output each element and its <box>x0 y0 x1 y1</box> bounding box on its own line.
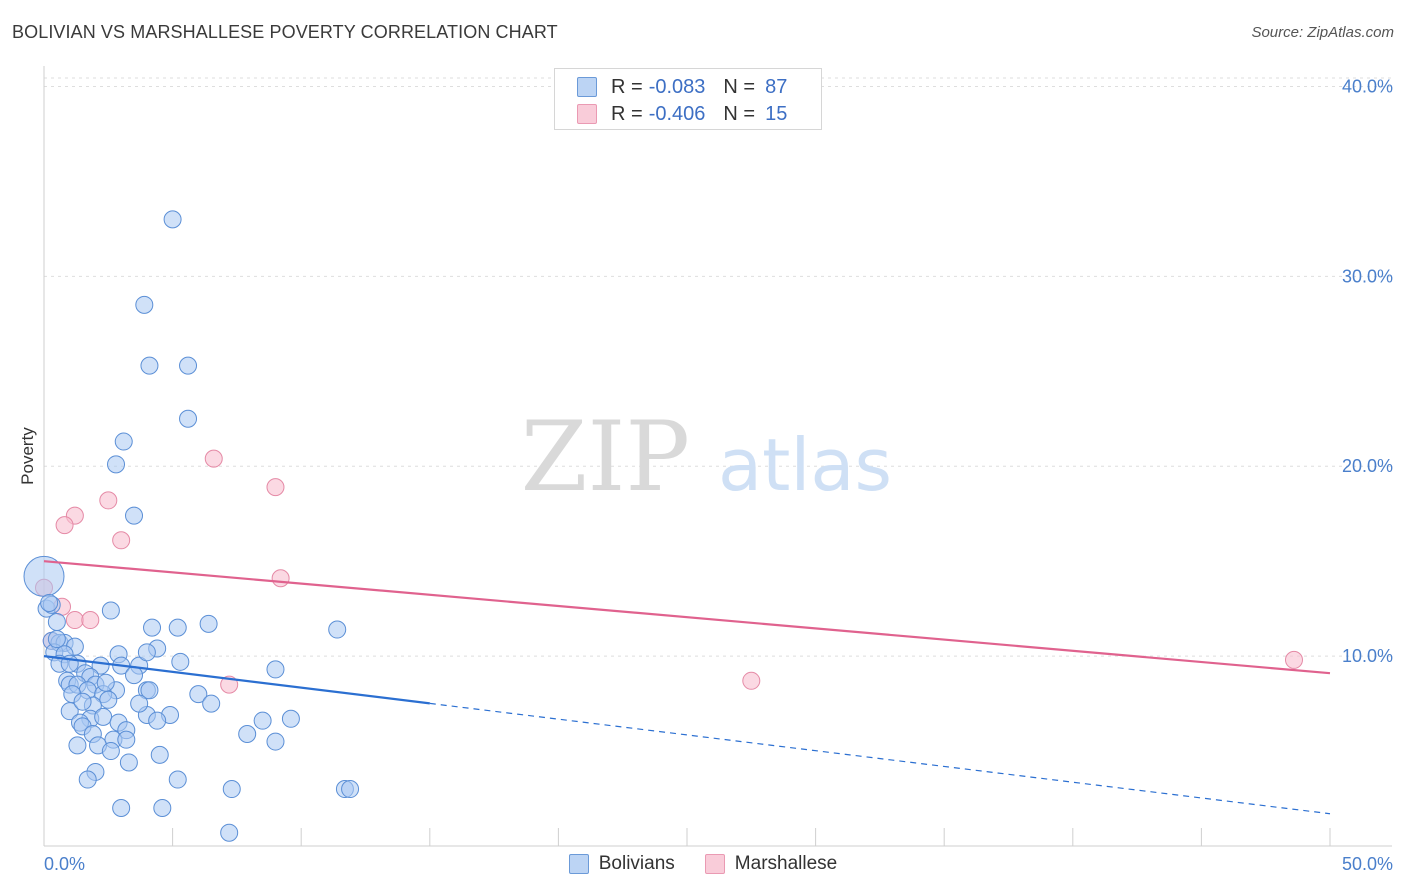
legend-n-label: N = <box>723 75 756 98</box>
bolivians-trend-line <box>43 655 430 705</box>
bolivian-point <box>253 711 272 730</box>
source-credit: Source: ZipAtlas.com <box>1251 24 1394 41</box>
bolivian-point <box>47 612 66 631</box>
bolivian-point <box>199 614 218 633</box>
marshallese-point <box>204 449 223 468</box>
bolivian-point <box>107 455 126 474</box>
correlation-legend: R = -0.083 N = 87 R = -0.406 N = 15 <box>554 68 822 130</box>
watermark-zip: ZIP <box>521 401 690 513</box>
legend-swatch-marshallese <box>577 104 597 124</box>
watermark: ZIP atlas <box>521 401 892 513</box>
bolivian-point <box>101 742 120 761</box>
y-tick-label: 20.0% <box>1342 456 1393 476</box>
marshallese-point <box>65 611 84 630</box>
watermark-atlas: atlas <box>718 423 892 507</box>
bolivian-points <box>23 210 360 842</box>
bolivian-point <box>60 702 79 721</box>
bolivian-point <box>168 770 187 789</box>
legend-n-label: N = <box>723 102 756 125</box>
marshallese-trend-line <box>43 560 1331 675</box>
bolivian-point <box>137 643 156 662</box>
bolivian-point <box>140 681 159 700</box>
y-tick-label: 30.0% <box>1342 266 1393 286</box>
y-axis-label: Poverty <box>18 427 37 485</box>
grid <box>44 77 1392 657</box>
legend-n-value: 15 <box>765 102 788 125</box>
marshallese-point <box>55 516 74 535</box>
bolivian-point <box>168 618 187 637</box>
marshallese-point <box>99 491 118 510</box>
bolivian-point <box>101 601 120 620</box>
bolivian-point <box>171 652 190 671</box>
bolivian-point <box>135 295 154 314</box>
bolivian-point <box>150 745 169 764</box>
bolivian-point <box>114 432 133 451</box>
marshallese-point <box>112 531 131 550</box>
bolivian-point <box>143 618 162 637</box>
bolivian-point <box>130 694 149 713</box>
bolivian-point <box>117 730 136 749</box>
bolivian-point <box>281 709 300 728</box>
bolivian-point <box>179 356 198 375</box>
bolivian-point <box>238 724 257 743</box>
bolivian-point <box>40 593 59 612</box>
marshallese-point <box>266 478 285 497</box>
legend-r-value: -0.406 <box>648 102 706 125</box>
bolivians-trend-extension <box>429 702 1331 815</box>
bolivian-point <box>119 753 138 772</box>
bolivian-point <box>153 799 172 818</box>
legend-r-label: R = <box>611 75 643 98</box>
bolivian-point <box>78 770 97 789</box>
legend-r-value: -0.083 <box>648 75 706 98</box>
y-tick-label: 10.0% <box>1342 646 1393 666</box>
chart-title: BOLIVIAN VS MARSHALLESE POVERTY CORRELAT… <box>12 22 558 42</box>
marshallese-label: Marshallese <box>734 853 838 874</box>
bolivian-point <box>99 690 118 709</box>
bolivian-point <box>73 692 92 711</box>
marshallese-point <box>271 569 290 588</box>
bolivian-point <box>94 707 113 726</box>
series-legend: Bolivians Marshallese <box>0 852 1406 876</box>
series-legend-marshallese[interactable]: Marshallese <box>704 852 838 876</box>
x-tick-label-min: 0.0% <box>44 854 85 874</box>
bolivian-point <box>202 694 221 713</box>
trend-lines <box>43 560 1331 815</box>
legend-row-bolivians: R = -0.083 N = 87 <box>577 75 787 99</box>
bolivian-point <box>328 620 347 639</box>
axes <box>43 66 1392 847</box>
bolivian-point <box>220 823 239 842</box>
marshallese-swatch <box>704 854 725 874</box>
marshallese-point <box>742 671 761 690</box>
bolivian-point <box>68 736 87 755</box>
series-legend-bolivians[interactable]: Bolivians <box>568 852 675 876</box>
legend-n-value: 87 <box>765 75 788 98</box>
bolivian-point <box>266 732 285 751</box>
bolivian-point <box>96 673 115 692</box>
bolivian-point <box>148 711 167 730</box>
bolivians-swatch <box>568 854 589 874</box>
bolivian-point <box>140 356 159 375</box>
legend-swatch-bolivians <box>577 77 597 97</box>
bolivian-point <box>163 210 182 229</box>
legend-row-marshallese: R = -0.406 N = 15 <box>577 102 787 126</box>
x-tick-label-max: 50.0% <box>1342 854 1393 874</box>
bolivian-point <box>47 630 66 649</box>
bolivian-point <box>179 409 198 428</box>
bolivian-point <box>222 780 241 799</box>
marshallese-point <box>81 611 100 630</box>
bolivian-point <box>125 666 144 685</box>
bolivian-point <box>341 780 360 799</box>
y-tick-label: 40.0% <box>1342 76 1393 96</box>
legend-r-label: R = <box>611 102 643 125</box>
axis-labels: 10.0% 20.0% 30.0% 40.0% 0.0% 50.0% Poverty <box>18 76 1393 874</box>
marshallese-point <box>1284 650 1303 669</box>
bolivians-label: Bolivians <box>598 853 675 874</box>
bolivian-point <box>125 506 144 525</box>
bolivian-point <box>189 685 208 704</box>
bolivian-point <box>112 799 131 818</box>
bolivian-point <box>91 656 110 675</box>
bolivian-point <box>266 660 285 679</box>
